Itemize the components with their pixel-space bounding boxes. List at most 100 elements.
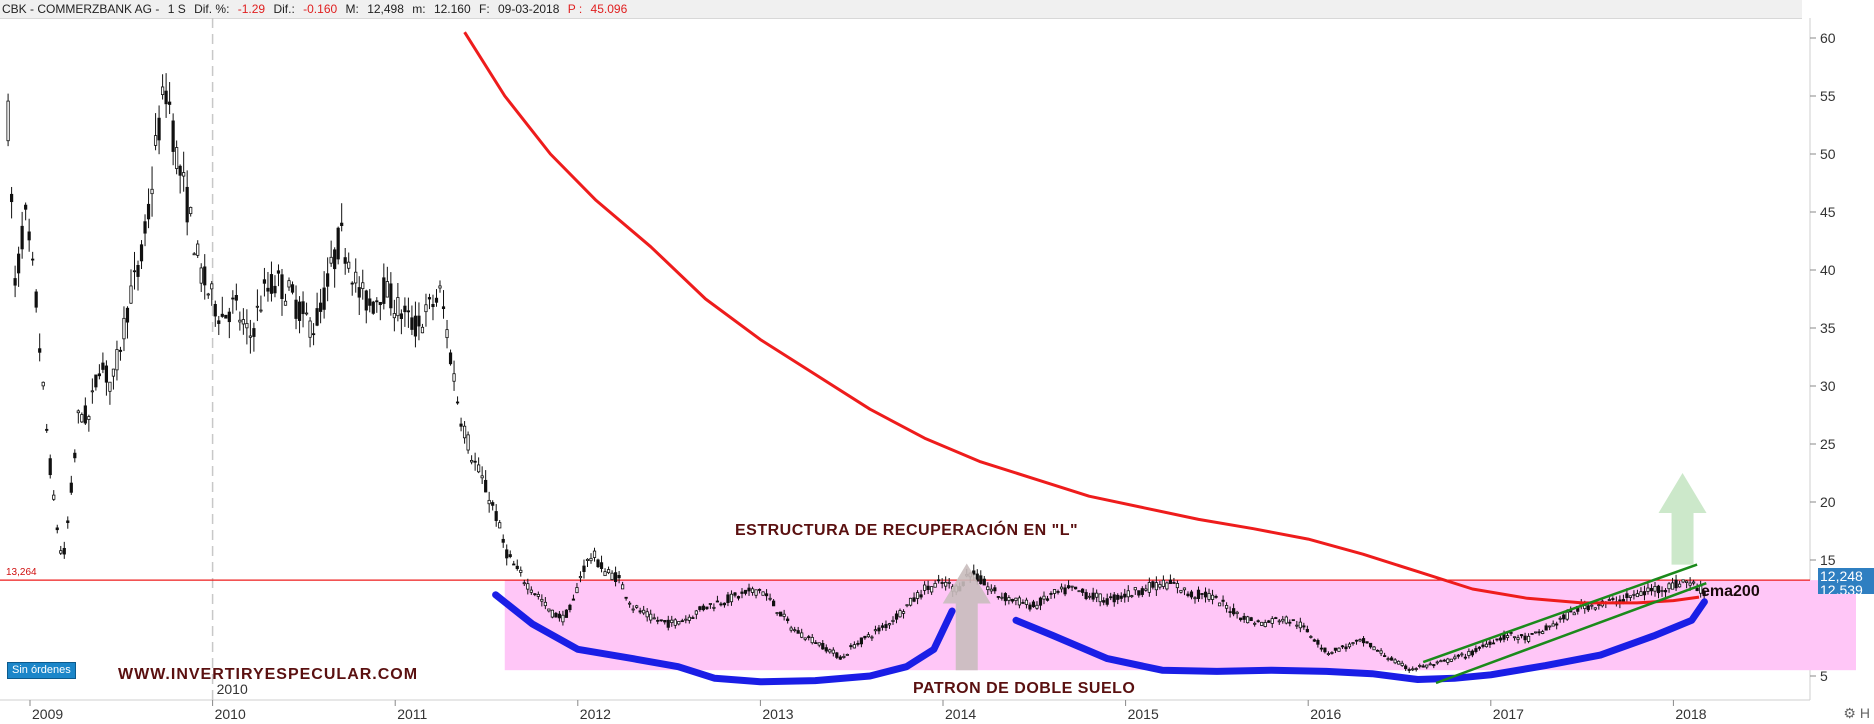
candle-body (378, 301, 382, 306)
candle-body (1200, 593, 1204, 595)
x-tick-label: 2010 (215, 706, 246, 722)
candle-body (269, 274, 274, 294)
date-label: F: (478, 2, 490, 16)
candle-body (1523, 635, 1527, 641)
candle-body (1498, 637, 1503, 641)
candle-body (740, 591, 744, 594)
candle-body (533, 593, 537, 596)
candle-body (1393, 659, 1397, 664)
candle-body (431, 304, 435, 308)
candle-body (1038, 597, 1043, 606)
candle-body (1670, 582, 1675, 590)
candle-body (691, 617, 695, 619)
candle-body (287, 280, 291, 288)
candle-body (656, 619, 660, 622)
candle-body (424, 304, 428, 313)
candle-body (1017, 597, 1022, 606)
candle-body (743, 589, 748, 594)
candle-body (645, 611, 649, 618)
candle-body (101, 362, 105, 370)
candle-body (729, 593, 734, 603)
candle-body (1295, 624, 1299, 627)
candle-body (364, 290, 368, 311)
candle-body (1418, 665, 1422, 667)
candle-body (585, 558, 590, 561)
candle-body (1091, 592, 1095, 600)
orders-badge[interactable]: Sin órdenes (7, 662, 76, 679)
candle-body (1502, 634, 1506, 640)
candle-body (1435, 661, 1439, 664)
candle-body (403, 305, 407, 313)
h-icon[interactable]: H (1859, 705, 1870, 721)
candle-body (659, 619, 663, 622)
candle-body (1288, 621, 1292, 624)
candle-body (1428, 663, 1432, 666)
candle-body (1052, 589, 1057, 594)
candle-body (849, 645, 853, 648)
candle-body (775, 612, 779, 614)
candle-body (922, 584, 927, 591)
candle-body (164, 90, 168, 105)
candle-body (297, 301, 302, 321)
candle-body (670, 619, 674, 623)
y-tick-label: 55 (1820, 88, 1836, 104)
candle-body (1042, 595, 1046, 600)
candle-body (17, 253, 21, 274)
candle-body (1207, 593, 1211, 600)
candle-body (108, 381, 112, 392)
candle-body (420, 326, 425, 334)
candle-body (1495, 638, 1499, 641)
candle-body (1274, 617, 1278, 620)
candle-body (526, 583, 530, 590)
candle-body (248, 335, 252, 338)
candle-body (262, 279, 267, 284)
candle-body (470, 459, 474, 463)
candle-body (568, 604, 572, 611)
candle-body (1010, 598, 1014, 602)
settings-icon[interactable]: ⚙ (1843, 705, 1856, 721)
candle-body (1548, 625, 1552, 628)
candle-body (1555, 623, 1559, 626)
candle-body (628, 602, 632, 605)
candle-body (772, 600, 776, 607)
date-value: 09-03-2018 (498, 2, 560, 16)
x-tick-label: 2017 (1493, 706, 1524, 722)
arrow-2 (1658, 473, 1707, 565)
candle-body (45, 428, 49, 431)
candle-body (1347, 643, 1352, 648)
candle-body (606, 569, 611, 574)
x-tick-label: 2013 (762, 706, 793, 722)
candle-body (1590, 604, 1594, 607)
candle-body (859, 637, 863, 645)
candle-body (828, 649, 832, 653)
candle-body (206, 293, 210, 296)
candle-body (603, 571, 607, 577)
candle-body (747, 587, 751, 592)
candle-body (550, 609, 554, 618)
candle-body (589, 557, 593, 562)
candle-body (466, 434, 470, 451)
candle-body (613, 572, 618, 583)
candle-body (143, 221, 147, 234)
candle-body (1586, 605, 1590, 611)
max-label: M: (345, 2, 359, 16)
candle-body (83, 405, 87, 424)
candle-body (803, 637, 807, 640)
candle-body (930, 586, 934, 593)
candle-body (1565, 611, 1569, 620)
candle-body (1281, 618, 1285, 622)
candle-body (1263, 622, 1267, 627)
candle-body (1217, 602, 1222, 607)
candle-body (38, 348, 42, 353)
candle-body (793, 629, 797, 632)
candle-body (399, 313, 403, 319)
candle-body (1351, 642, 1355, 644)
timeframe-label[interactable]: 1 S (167, 2, 186, 16)
candle-body (259, 309, 263, 312)
candle-body (814, 642, 818, 644)
candle-body (1158, 584, 1162, 588)
candle-body (1558, 617, 1562, 620)
candle-body (1519, 634, 1524, 637)
candle-body (153, 135, 158, 146)
